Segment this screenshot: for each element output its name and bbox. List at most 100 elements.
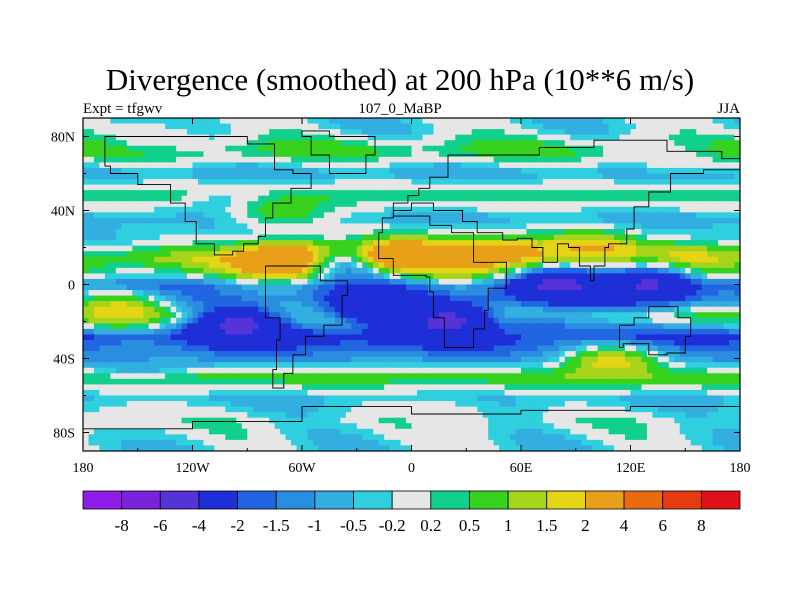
field-cell (302, 184, 309, 191)
field-cell (510, 145, 517, 152)
field-cell (597, 190, 604, 197)
field-cell (652, 151, 659, 158)
field-cell (619, 134, 626, 141)
field-cell (121, 256, 128, 263)
field-cell (427, 223, 434, 230)
field-cell (444, 262, 451, 269)
field-cell (389, 340, 396, 347)
field-cell (263, 217, 270, 225)
field-cell (482, 273, 489, 280)
field-cell (345, 251, 352, 258)
field-cell (115, 118, 122, 125)
field-cell (635, 234, 643, 241)
field-cell (625, 240, 632, 247)
field-cell (427, 151, 434, 158)
field-cell (488, 256, 495, 263)
field-cell (318, 323, 325, 330)
field-cell (280, 223, 287, 230)
field-cell (110, 151, 117, 158)
field-cell (515, 306, 522, 313)
field-cell (159, 167, 166, 175)
field-cell (236, 134, 243, 141)
field-cell (614, 245, 621, 252)
field-cell (345, 278, 352, 286)
field-cell (493, 256, 500, 263)
field-cell (493, 217, 500, 225)
field-cell (471, 306, 478, 313)
field-cell (427, 295, 434, 302)
field-cell (187, 118, 194, 125)
field-cell (192, 295, 199, 302)
field-cell (230, 306, 237, 313)
field-cell (367, 201, 374, 208)
field-cell (143, 190, 150, 197)
field-cell (641, 290, 648, 297)
field-cell (597, 245, 604, 252)
field-cell (603, 340, 610, 347)
field-cell (482, 201, 489, 208)
field-cell (159, 278, 166, 286)
field-cell (203, 278, 210, 286)
field-cell (329, 284, 336, 291)
field-cell (723, 151, 730, 158)
field-cell (597, 156, 604, 163)
field-cell (159, 173, 166, 180)
field-cell (510, 195, 517, 202)
field-cell (477, 151, 484, 158)
field-cell (707, 123, 714, 130)
field-cell (395, 118, 402, 125)
field-cell (422, 167, 429, 175)
field-cell (83, 212, 90, 219)
field-cell (619, 267, 626, 274)
field-cell (663, 179, 670, 186)
field-cell (635, 312, 643, 319)
field-cell (679, 134, 686, 141)
field-cell (274, 278, 281, 286)
field-cell (663, 245, 670, 252)
field-cell (318, 156, 325, 163)
field-cell (247, 328, 254, 336)
field-cell (373, 162, 380, 169)
field-cell (99, 201, 106, 208)
field-cell (592, 140, 599, 147)
field-cell (630, 201, 637, 208)
field-cell (83, 118, 90, 125)
field-cell (531, 278, 539, 286)
field-cell (455, 323, 462, 330)
field-cell (449, 284, 456, 291)
field-cell (515, 295, 522, 302)
field-cell (548, 234, 555, 241)
field-cell (187, 295, 194, 302)
field-cell (482, 284, 489, 291)
field-cell (657, 179, 664, 186)
field-cell (603, 134, 610, 141)
field-cell (367, 328, 374, 336)
field-cell (663, 134, 670, 141)
field-cell (406, 251, 413, 258)
field-cell (340, 162, 347, 169)
field-cell (367, 223, 374, 230)
field-cell (280, 134, 287, 141)
field-cell (269, 301, 276, 308)
field-cell (734, 206, 740, 213)
field-cell (482, 140, 489, 147)
field-cell (406, 223, 413, 230)
field-cell (674, 251, 681, 258)
field-cell (723, 317, 730, 324)
field-cell (247, 240, 254, 247)
field-cell (674, 223, 681, 230)
field-cell (690, 217, 697, 225)
field-cell (723, 156, 730, 163)
field-cell (723, 245, 730, 252)
field-cell (734, 267, 740, 274)
field-cell (307, 251, 314, 258)
field-cell (499, 140, 506, 147)
field-cell (126, 179, 133, 186)
field-cell (269, 278, 276, 286)
field-cell (581, 118, 588, 125)
field-cell (515, 317, 522, 324)
field-cell (466, 345, 473, 352)
field-cell (521, 278, 528, 286)
field-cell (99, 190, 106, 197)
field-cell (225, 317, 232, 324)
